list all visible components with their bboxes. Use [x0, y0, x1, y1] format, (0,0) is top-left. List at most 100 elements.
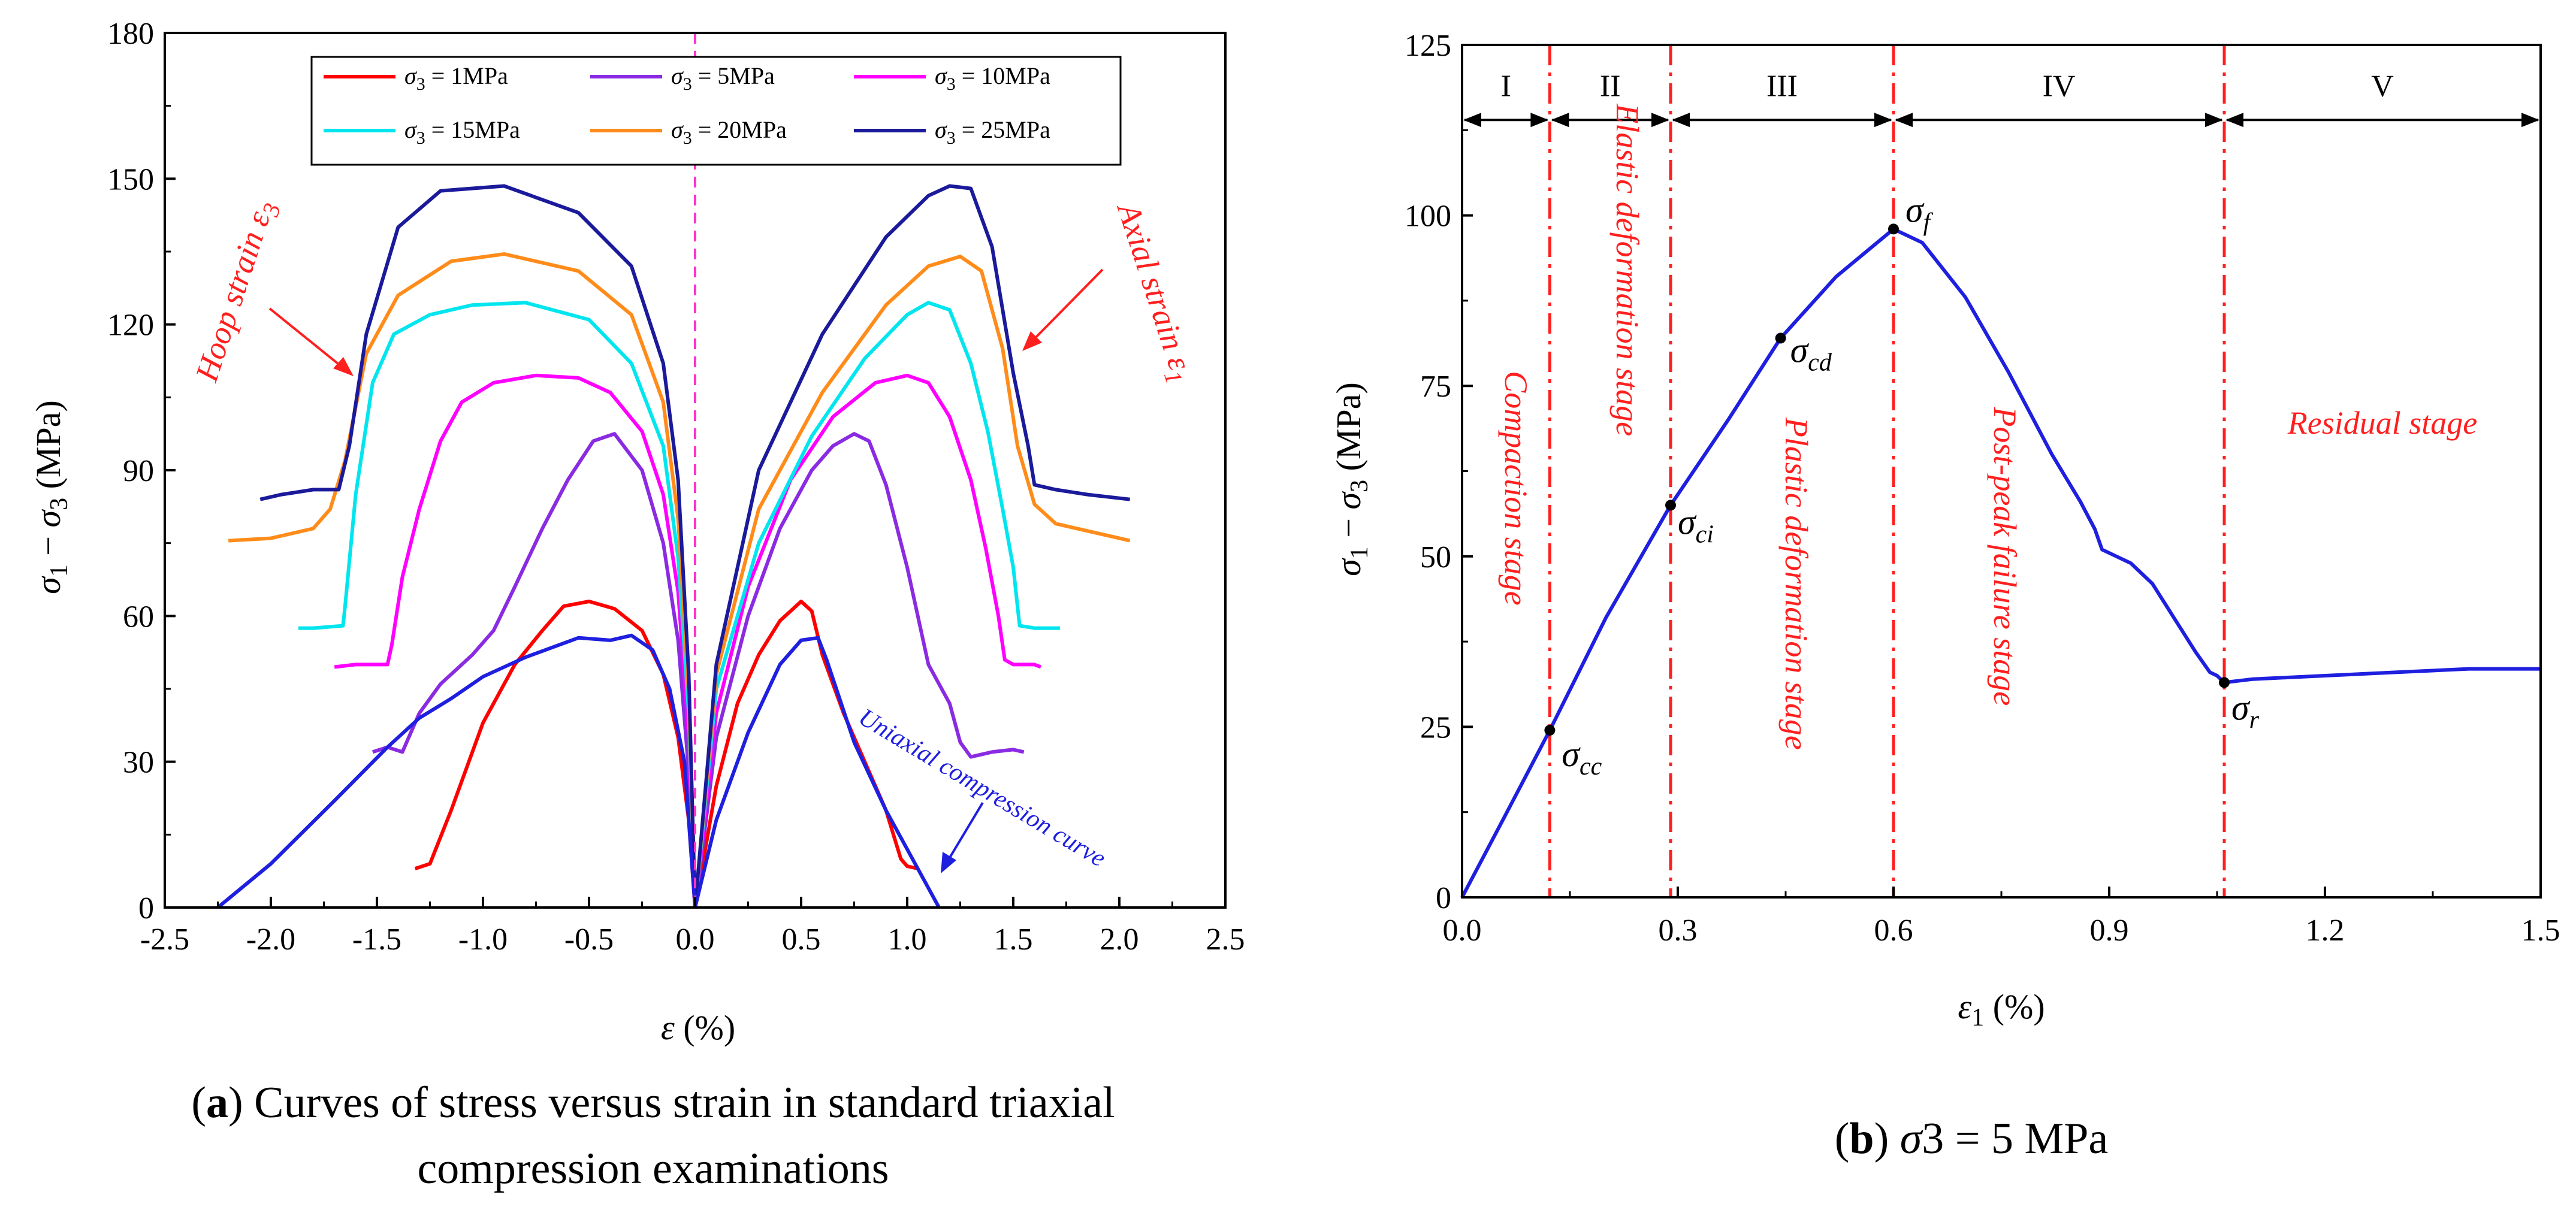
x-tick-label: 1.5	[994, 922, 1033, 957]
y-tick-label: 60	[123, 600, 154, 634]
series-4-hoop-line	[228, 252, 697, 908]
panel-a-caption-2: compression examinations	[417, 1144, 889, 1193]
point-marker-cd	[1775, 332, 1786, 344]
legend-label: σ3 = 1MPa	[404, 62, 508, 94]
point-label-f: σf	[1905, 190, 1934, 236]
y-tick-label: 90	[123, 454, 154, 488]
y-tick-label: 0	[1436, 881, 1451, 915]
x-tick-label: 0.6	[1874, 913, 1913, 948]
panel-b-caption: (b) σ3 = 5 MPa	[1835, 1114, 2109, 1163]
legend-label: σ3 = 20MPa	[671, 116, 787, 148]
stage-arrowhead-left-icon	[1672, 113, 1690, 128]
stage-numeral: IV	[2043, 69, 2076, 103]
x-tick-label: -1.0	[458, 922, 508, 957]
x-tick-label: 0.3	[1659, 913, 1698, 948]
panel-a-frame	[164, 32, 1227, 909]
stage-numeral: III	[1766, 69, 1798, 103]
series-1-hoop-line	[372, 432, 697, 908]
y-tick-label: 125	[1405, 29, 1451, 63]
panel-b-curve	[1460, 227, 2541, 899]
hoop-strain-arrow	[268, 307, 349, 373]
stage-name: Elastic deformation stage	[1609, 103, 1645, 436]
stage-arrowhead-right-icon	[1530, 113, 1549, 128]
panel-a-ticks: -2.5 -2.0 -1.5 -1.0 -0.5 0.0 0.5 1.0 1.5 2.0 2.5 0 3…	[107, 17, 1245, 957]
panel-b-ylabel: σ1 − σ3 (MPa)	[1329, 382, 1373, 576]
legend-label: σ3 = 25MPa	[935, 116, 1050, 148]
stage-numeral: II	[1600, 69, 1621, 103]
legend-label: σ3 = 5MPa	[671, 62, 775, 94]
x-tick-label: 1.2	[2306, 913, 2345, 948]
y-tick-label: 30	[123, 746, 154, 780]
uniaxial-curve-arrowhead-icon	[941, 852, 956, 873]
point-marker-cc	[1544, 725, 1556, 736]
stage-numeral: I	[1501, 69, 1511, 103]
panel-b-frame	[1461, 44, 2542, 899]
point-label-r: σr	[2231, 688, 2260, 734]
y-tick-label: 50	[1420, 540, 1451, 574]
stage-arrowhead-left-icon	[1463, 113, 1481, 128]
x-tick-label: -2.5	[140, 922, 189, 957]
y-tick-label: 180	[107, 17, 154, 51]
y-tick-label: 100	[1405, 199, 1451, 234]
stage-name: Plastic deformation stage	[1778, 417, 1814, 750]
legend-label: σ3 = 15MPa	[404, 116, 520, 148]
series-5-axial-line	[693, 184, 1131, 908]
y-tick-label: 75	[1420, 370, 1451, 404]
x-tick-label: -2.0	[246, 922, 295, 957]
x-tick-label: 0.0	[1443, 913, 1482, 948]
stage-name: Post-peak failure stage	[1987, 406, 2023, 706]
legend: σ3 = 1MPa σ3 = 5MPa σ3 = 10MPa σ3 = 15MPa σ3…	[310, 56, 1122, 166]
series-2-axial-line	[693, 373, 1042, 908]
x-tick-label: -1.5	[352, 922, 401, 957]
x-tick-label: 0.0	[676, 922, 715, 957]
stage-arrowhead-right-icon	[1874, 113, 1892, 128]
stage-arrowhead-left-icon	[1551, 113, 1569, 128]
point-label-cc: σcc	[1562, 734, 1602, 781]
uniaxial-curve-note: Uniaxial compression curve	[854, 703, 1110, 873]
panel-a-ylabel: σ1 − σ3 (MPa)	[29, 400, 73, 594]
series-3-hoop-line	[298, 301, 697, 908]
point-marker-f	[1888, 223, 1899, 235]
stage-names: Compaction stage Elastic deformation stag…	[1498, 103, 2477, 750]
y-tick-label: 25	[1420, 710, 1451, 745]
y-tick-label: 150	[107, 162, 154, 196]
x-tick-label: 2.5	[1206, 922, 1245, 957]
hoop-strain-note: Hoop strain ε3	[188, 195, 286, 388]
x-tick-label: 0.9	[2090, 913, 2129, 948]
series-1-axial-line	[693, 432, 1025, 908]
panel-a-curves	[216, 184, 1131, 909]
axial-strain-note: Axial strain ε1	[1105, 197, 1202, 387]
x-tick-label: 0.5	[782, 922, 821, 957]
characteristic-points: σcc σci σcd σf σr	[1544, 190, 2260, 781]
panel-a-caption: (a) Curves of stress versus strain in st…	[191, 1078, 1115, 1127]
stress-strain-line	[1460, 227, 2541, 899]
stage-name: Compaction stage	[1498, 371, 1534, 605]
stage-arrowhead-left-icon	[2225, 113, 2243, 128]
stage-boundaries	[1548, 45, 2226, 897]
panel-b-xlabel: ε1 (%)	[1958, 987, 2045, 1032]
stage-arrowhead-right-icon	[2205, 113, 2223, 128]
legend-box	[310, 56, 1122, 166]
point-label-ci: σci	[1678, 502, 1714, 548]
series-0-axial-line	[693, 600, 919, 908]
panel-b-ticks: 0.0 0.3 0.6 0.9 1.2 1.5 0 25 50 75 100 125	[1405, 29, 2560, 948]
x-tick-label: 1.0	[888, 922, 927, 957]
point-marker-ci	[1665, 500, 1676, 511]
x-tick-label: -0.5	[564, 922, 614, 957]
legend-label: σ3 = 10MPa	[935, 62, 1050, 94]
y-tick-label: 120	[107, 308, 154, 343]
point-label-cd: σcd	[1790, 331, 1832, 377]
axial-strain-arrowhead-icon	[1022, 331, 1042, 351]
series-6-hoop-line	[216, 633, 697, 909]
y-tick-label: 0	[138, 891, 154, 925]
stage-numeral: V	[2371, 69, 2394, 103]
stage-arrowhead-right-icon	[1651, 113, 1669, 128]
stage-name: Residual stage	[2287, 405, 2477, 441]
axial-strain-arrow	[1029, 268, 1104, 344]
series-6-axial-line	[693, 636, 941, 909]
hoop-strain-arrowhead-icon	[333, 357, 354, 376]
stage-arrows: I II III IV V	[1463, 69, 2539, 128]
stage-arrowhead-right-icon	[2521, 113, 2539, 128]
